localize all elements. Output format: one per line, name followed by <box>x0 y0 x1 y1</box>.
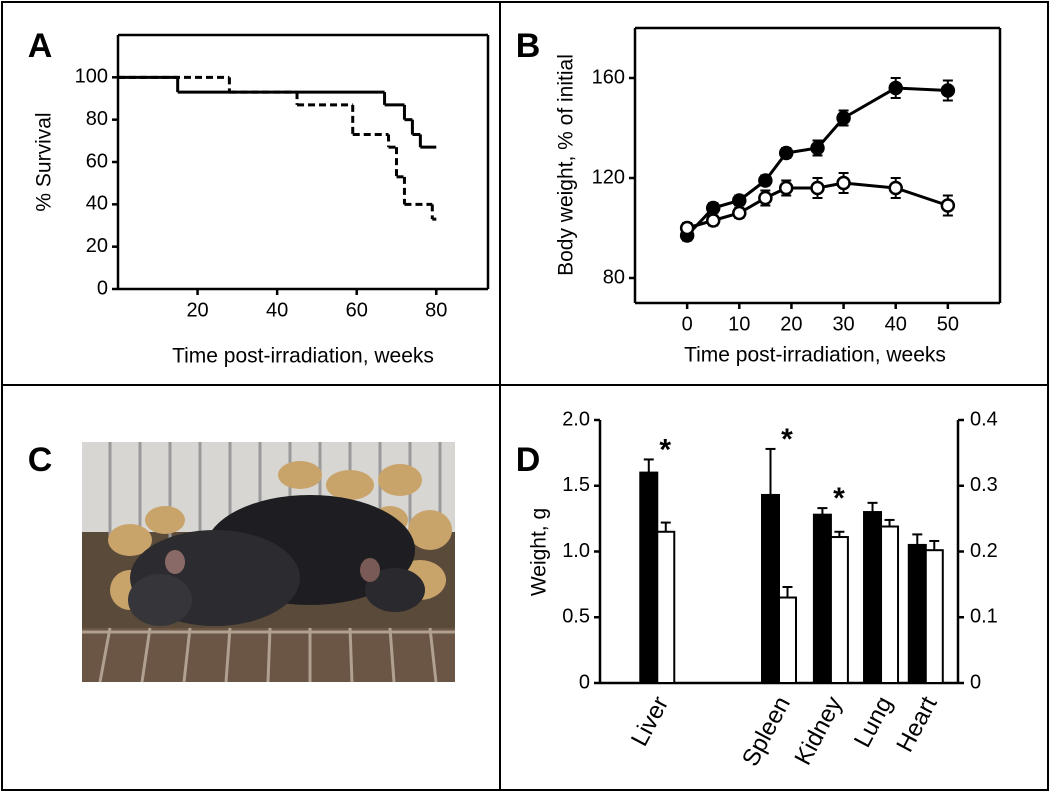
panel-letter: B <box>516 27 541 65</box>
x-tick-label: 0 <box>682 313 693 335</box>
bar <box>863 511 883 684</box>
y-tick-label: 80 <box>86 108 108 130</box>
marker <box>940 83 956 98</box>
marker <box>679 220 695 236</box>
bar <box>656 530 676 685</box>
y-tick-label: 0.5 <box>562 606 590 628</box>
x-tick-label: 20 <box>780 313 802 335</box>
x-tick-label: 60 <box>346 299 368 321</box>
y-tick-label: 20 <box>86 235 108 257</box>
y2-tick-label: 0.1 <box>970 606 998 628</box>
category-label: Heart <box>891 692 943 757</box>
bar <box>761 493 780 684</box>
category-label: Spleen <box>737 692 796 771</box>
x-tick-label: 30 <box>832 313 854 335</box>
category-label: Kidney <box>790 692 848 769</box>
panel-letter: C <box>28 441 53 479</box>
y-tick-label: 100 <box>75 66 108 88</box>
y-tick-label: 0 <box>97 277 108 299</box>
significance: * <box>781 423 793 456</box>
y2-tick-label: 0.2 <box>970 540 998 562</box>
photo <box>82 442 455 683</box>
category-label: Liver <box>626 692 674 751</box>
marker <box>836 175 851 191</box>
x-tick-label: 80 <box>425 299 447 321</box>
marker <box>705 213 721 228</box>
bar <box>639 471 659 684</box>
y-tick-label: 0 <box>579 671 590 693</box>
marker <box>758 190 773 206</box>
marker <box>940 198 956 213</box>
marker <box>810 140 825 156</box>
x-tick-label: 50 <box>937 313 959 335</box>
marker <box>778 180 794 196</box>
panel-letter: A <box>28 27 53 65</box>
marker <box>810 180 825 196</box>
y-tick-label: 1.5 <box>562 474 590 496</box>
x-tick-label: 40 <box>885 313 907 335</box>
significance: * <box>659 433 671 466</box>
y-tick-label: 60 <box>86 150 108 172</box>
category-label: Lung <box>849 692 898 752</box>
y2-tick-label: 0.4 <box>970 408 998 430</box>
marker <box>758 173 773 188</box>
marker <box>888 180 903 196</box>
marker <box>888 80 903 96</box>
bar <box>880 525 900 685</box>
x-tick-label: 20 <box>186 299 208 321</box>
bar <box>907 543 927 684</box>
marker <box>732 193 747 208</box>
x-tick-label: 40 <box>266 299 288 321</box>
y2-tick-label: 0 <box>970 671 981 693</box>
y-axis-title: Weight, g <box>528 508 551 596</box>
marker <box>705 200 721 216</box>
x-axis-title: Time post-irradiation, weeks <box>172 345 434 368</box>
marker <box>836 110 851 126</box>
marker <box>732 205 747 221</box>
x-tick-label: 10 <box>728 313 750 335</box>
bar <box>829 536 849 684</box>
y-axis-title: % Survival <box>33 112 56 211</box>
panel-letter: D <box>516 441 541 479</box>
y-axis-title: Body weight, % of initial <box>555 54 578 276</box>
y2-tick-label: 0.3 <box>970 474 998 496</box>
bar <box>812 513 832 684</box>
y-tick-label: 160 <box>592 66 625 88</box>
y-tick-label: 80 <box>603 266 625 288</box>
y-tick-label: 40 <box>86 193 108 215</box>
x-axis-title: Time post-irradiation, weeks <box>684 344 946 367</box>
bar <box>924 549 944 684</box>
y-tick-label: 2.0 <box>562 408 590 430</box>
significance: * <box>833 482 845 515</box>
marker <box>778 145 794 161</box>
series-line <box>686 86 948 237</box>
y-tick-label: 1.0 <box>562 540 590 562</box>
bar <box>778 596 797 685</box>
y-tick-label: 120 <box>592 166 625 188</box>
